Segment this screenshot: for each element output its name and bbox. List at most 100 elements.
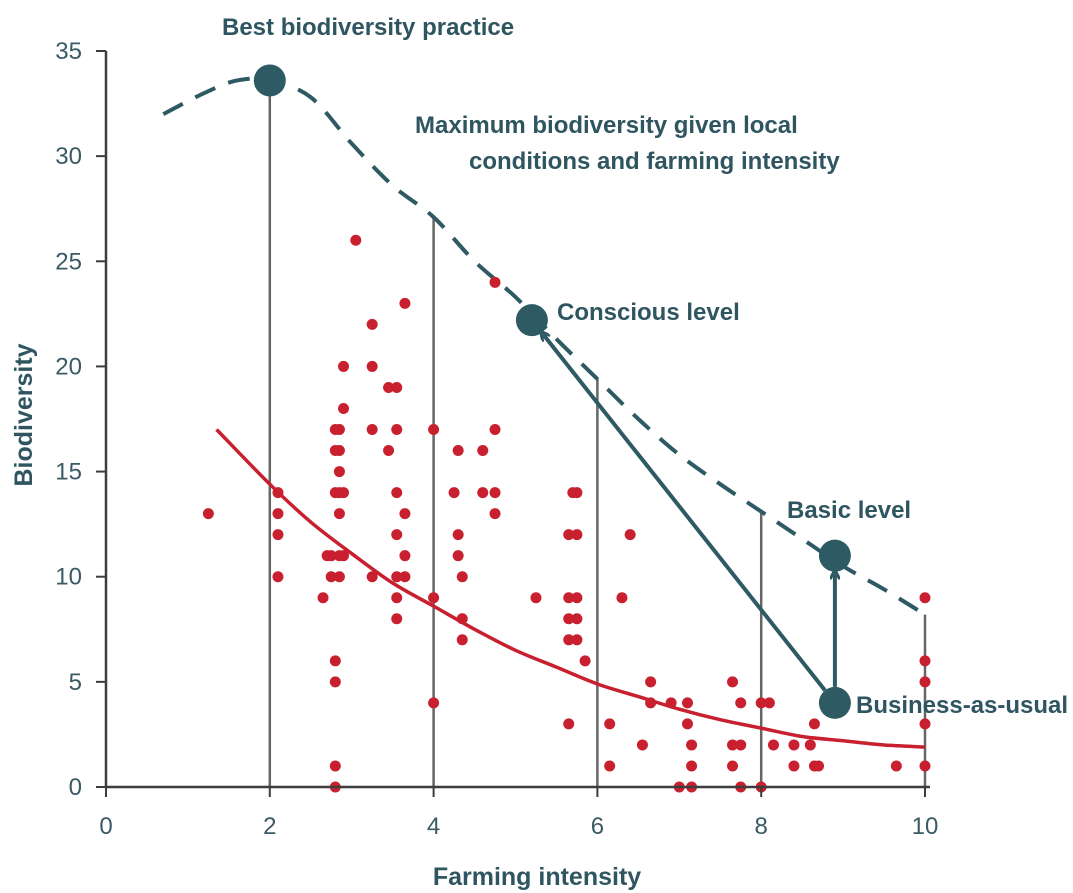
data-point	[367, 361, 378, 372]
y-tick-label: 0	[69, 774, 82, 801]
data-point	[391, 592, 402, 603]
data-point	[272, 571, 283, 582]
label-frontier-line1: Maximum biodiversity given local	[415, 112, 798, 139]
data-point	[350, 235, 361, 246]
data-point	[490, 487, 501, 498]
data-point	[457, 571, 468, 582]
data-point	[391, 487, 402, 498]
data-point	[490, 424, 501, 435]
data-point	[891, 760, 902, 771]
x-tick-label: 8	[755, 813, 768, 840]
data-point	[399, 298, 410, 309]
trend-line	[217, 430, 925, 748]
data-point	[571, 529, 582, 540]
data-point	[563, 718, 574, 729]
data-point	[477, 487, 488, 498]
data-point	[727, 760, 738, 771]
data-point	[682, 718, 693, 729]
x-tick-label: 2	[263, 813, 276, 840]
data-point	[391, 424, 402, 435]
data-point	[490, 277, 501, 288]
y-tick-label: 25	[55, 248, 82, 275]
key-point-conscious	[516, 304, 548, 336]
data-point	[457, 613, 468, 624]
data-point	[334, 466, 345, 477]
data-point	[318, 592, 329, 603]
data-point	[727, 676, 738, 687]
data-point	[330, 760, 341, 771]
data-point	[805, 739, 816, 750]
data-point	[338, 361, 349, 372]
data-point	[391, 529, 402, 540]
data-point	[637, 739, 648, 750]
data-point	[272, 508, 283, 519]
data-point	[580, 655, 591, 666]
data-point	[788, 739, 799, 750]
data-point	[367, 571, 378, 582]
arrow-0	[543, 334, 825, 690]
label-business-as-usual: Business-as-usual	[856, 692, 1068, 719]
key-point-business	[819, 687, 851, 719]
trend-line-group	[217, 430, 925, 748]
data-point	[604, 718, 615, 729]
data-point	[788, 760, 799, 771]
label-basic-level: Basic level	[787, 497, 911, 524]
data-point	[920, 592, 931, 603]
data-point	[272, 529, 283, 540]
x-axis-title: Farming intensity	[433, 863, 641, 891]
y-tick-label: 10	[55, 564, 82, 591]
data-point	[768, 739, 779, 750]
data-point	[571, 487, 582, 498]
data-point	[490, 508, 501, 519]
data-point	[334, 571, 345, 582]
data-point	[645, 676, 656, 687]
label-conscious-level: Conscious level	[557, 299, 740, 326]
data-point	[809, 718, 820, 729]
data-point	[666, 697, 677, 708]
data-point	[449, 487, 460, 498]
data-point	[453, 550, 464, 561]
data-point	[645, 697, 656, 708]
data-point	[604, 760, 615, 771]
data-point	[920, 655, 931, 666]
data-point	[399, 571, 410, 582]
x-tick-label: 10	[912, 813, 939, 840]
vertical-reference-lines	[270, 80, 925, 787]
data-point	[453, 529, 464, 540]
data-point	[686, 760, 697, 771]
data-point	[735, 697, 746, 708]
data-point	[686, 739, 697, 750]
x-tick-label: 6	[591, 813, 604, 840]
data-point	[338, 550, 349, 561]
data-point	[203, 508, 214, 519]
data-point	[391, 613, 402, 624]
data-point	[334, 445, 345, 456]
data-point	[330, 655, 341, 666]
data-point	[428, 592, 439, 603]
y-axis-title: Biodiversity	[10, 343, 38, 486]
y-tick-label: 35	[55, 38, 82, 65]
data-point	[920, 718, 931, 729]
data-point	[334, 508, 345, 519]
label-frontier-line2: conditions and farming intensity	[469, 148, 840, 175]
data-point	[399, 550, 410, 561]
data-point	[735, 739, 746, 750]
data-point	[616, 592, 627, 603]
data-point	[338, 487, 349, 498]
label-best-practice: Best biodiversity practice	[222, 14, 514, 41]
data-point	[571, 634, 582, 645]
data-point	[453, 445, 464, 456]
data-point	[428, 697, 439, 708]
data-point	[428, 424, 439, 435]
key-point-best	[254, 64, 286, 96]
data-point	[530, 592, 541, 603]
data-point	[338, 403, 349, 414]
data-point	[477, 445, 488, 456]
data-point	[682, 697, 693, 708]
data-point	[571, 613, 582, 624]
data-point	[272, 487, 283, 498]
data-point	[367, 424, 378, 435]
data-point	[457, 634, 468, 645]
